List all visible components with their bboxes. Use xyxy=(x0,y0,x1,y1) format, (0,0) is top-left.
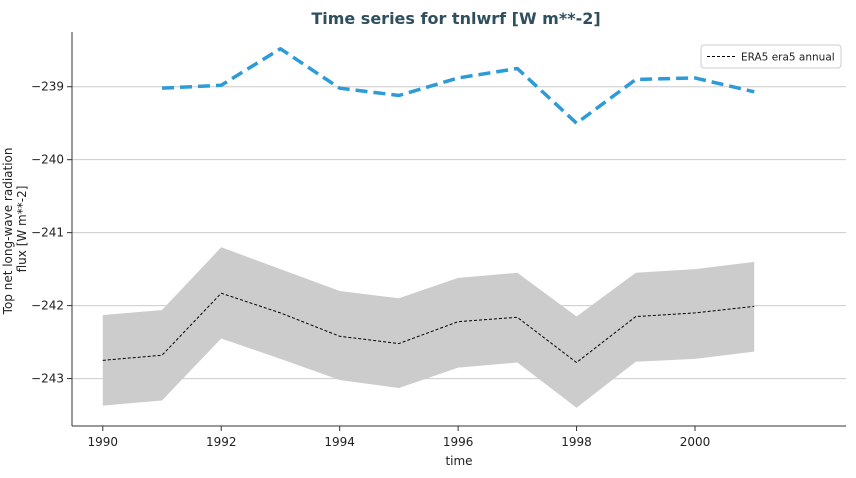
spread-band-layer xyxy=(102,247,755,408)
x-axis-label: time xyxy=(445,454,472,468)
axes xyxy=(71,32,846,427)
x-tick-label: 1994 xyxy=(324,435,355,449)
chart-title: Time series for tnlwrf [W m**-2] xyxy=(311,9,600,28)
legend-box xyxy=(700,44,842,69)
y-axis-ticks: −239 −240 −241 −242 −243 xyxy=(31,80,72,386)
legend: ERA5 era5 annual xyxy=(700,44,842,69)
spread-band xyxy=(102,247,755,408)
series-line-era5 xyxy=(102,292,755,364)
y-axis-label: Top net long-wave radiation flux [W m**-… xyxy=(1,144,29,316)
y-tick-label: −243 xyxy=(31,372,64,386)
y-tick-label: −241 xyxy=(31,226,64,240)
y-tick-label: −239 xyxy=(31,80,64,94)
x-tick-label: 1998 xyxy=(561,435,592,449)
y-tick-label: −242 xyxy=(31,299,64,313)
x-axis-ticks: 1990 1992 1994 1996 1998 2000 xyxy=(88,426,711,449)
series-line-blue xyxy=(161,47,755,125)
y-axis-label-line-2: flux [W m**-2] xyxy=(15,186,29,273)
x-tick-label: 2000 xyxy=(680,435,711,449)
x-tick-label: 1992 xyxy=(206,435,237,449)
legend-label-era5: ERA5 era5 annual xyxy=(741,52,835,64)
series-layer xyxy=(102,47,755,364)
x-tick-label: 1996 xyxy=(443,435,474,449)
y-tick-label: −240 xyxy=(31,153,64,167)
x-tick-label: 1990 xyxy=(88,435,119,449)
y-axis-label-line-1: Top net long-wave radiation xyxy=(1,147,15,315)
